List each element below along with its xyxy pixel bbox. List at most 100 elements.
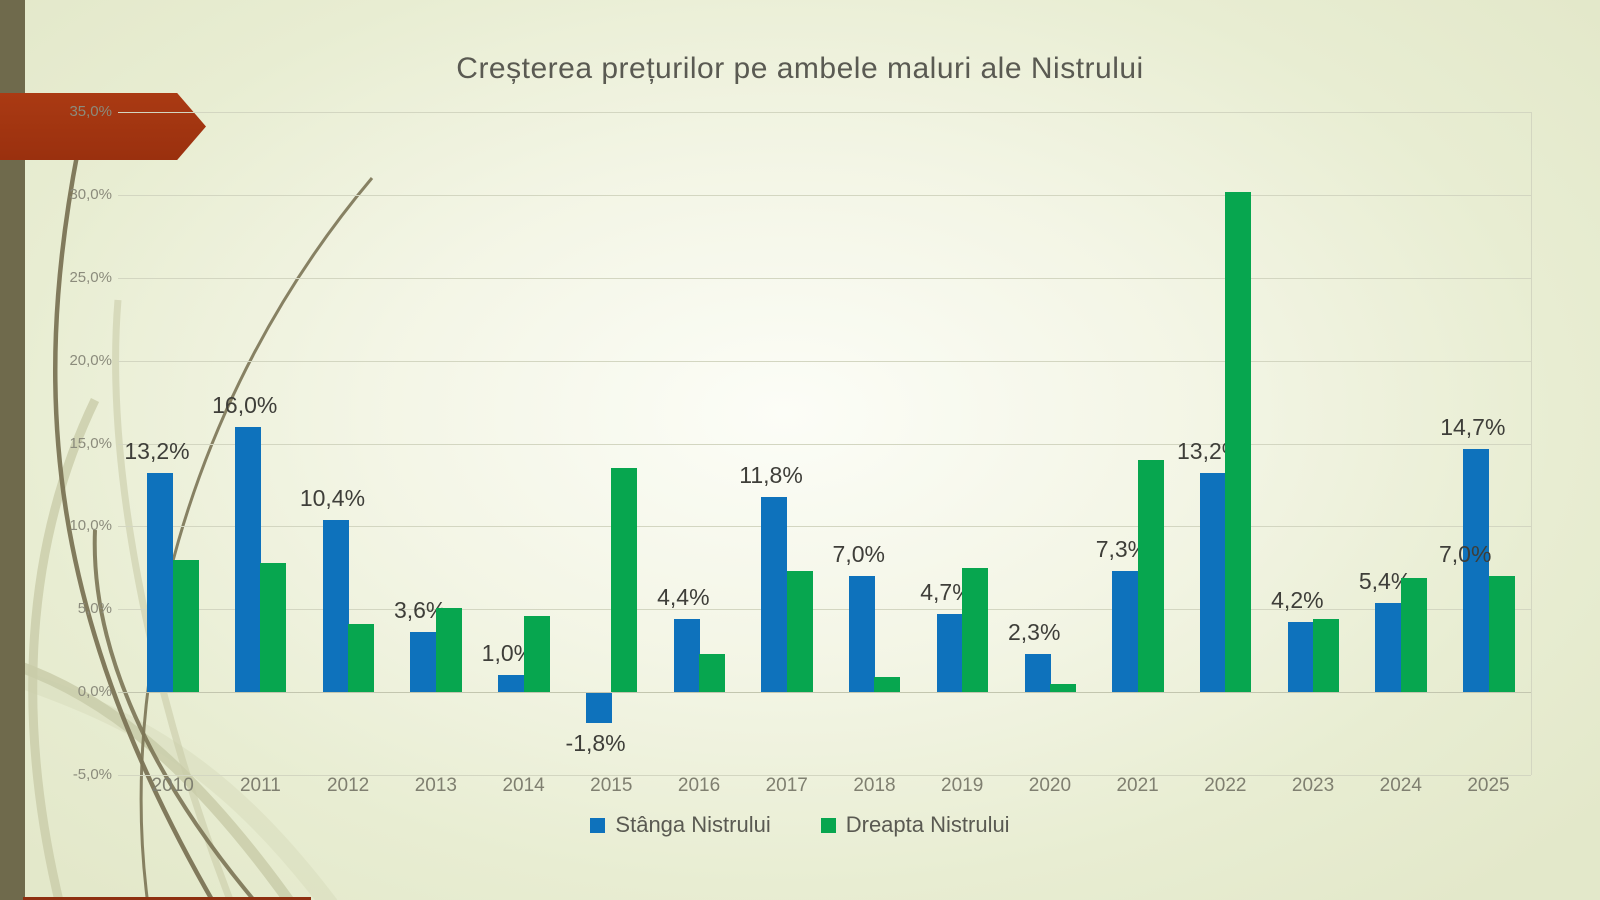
data-label-stanga-2014: 1,0% xyxy=(481,640,535,667)
x-axis-label-2016: 2016 xyxy=(677,775,721,796)
bar-dreapta-2014[interactable] xyxy=(523,615,550,692)
gridline--5 xyxy=(118,774,1531,776)
bar-stanga-2015[interactable] xyxy=(585,693,612,723)
bar-stanga-2025[interactable] xyxy=(1463,448,1490,692)
x-axis-label-2011: 2011 xyxy=(239,775,281,796)
x-axis-label-2012: 2012 xyxy=(326,775,370,796)
gridline-20 xyxy=(118,360,1531,362)
bar-stanga-2012[interactable] xyxy=(322,519,349,692)
data-label-stanga-2015: -1,8% xyxy=(565,729,626,756)
bar-dreapta-2011[interactable] xyxy=(260,562,287,692)
bar-dreapta-2016[interactable] xyxy=(699,653,726,692)
bottom-accent-strip xyxy=(23,897,311,900)
bar-dreapta-2022[interactable] xyxy=(1225,191,1252,692)
data-label-stanga-2020: 2,3% xyxy=(1007,618,1061,645)
gridline-35 xyxy=(118,112,1531,114)
bar-dreapta-2018[interactable] xyxy=(874,677,901,692)
bar-dreapta-2019[interactable] xyxy=(962,567,989,692)
bar-dreapta-2024[interactable] xyxy=(1400,577,1427,692)
data-label-stanga-2018: 7,0% xyxy=(832,541,885,568)
data-label-stanga-2025: 14,7% xyxy=(1440,413,1506,440)
y-tick-label--5: -5,0% xyxy=(72,765,112,783)
y-tick-label-20: 20,0% xyxy=(69,351,112,369)
bar-stanga-2017[interactable] xyxy=(761,496,788,692)
legend-item-dreapta[interactable]: Dreapta Nistrului xyxy=(820,812,1010,838)
bar-dreapta-2013[interactable] xyxy=(435,607,462,692)
data-label-stanga-2013: 3,6% xyxy=(393,597,447,624)
gridline-5 xyxy=(118,609,1531,611)
data-label-stanga-2012: 10,4% xyxy=(299,484,366,511)
gridline-10 xyxy=(118,526,1531,528)
y-tick-label-0: 0,0% xyxy=(77,683,112,700)
data-label-dreapta-2025: 7,0% xyxy=(1438,541,1492,568)
x-axis-label-2022: 2022 xyxy=(1204,775,1247,796)
decor-curve-light-wide xyxy=(0,663,338,900)
bar-stanga-2018[interactable] xyxy=(849,576,876,692)
data-label-stanga-2023: 4,2% xyxy=(1271,587,1324,614)
x-axis-label-2014: 2014 xyxy=(502,775,545,796)
bar-stanga-2019[interactable] xyxy=(936,614,963,692)
bar-stanga-2013[interactable] xyxy=(410,632,437,692)
bar-dreapta-2017[interactable] xyxy=(786,571,813,692)
bar-stanga-2010[interactable] xyxy=(147,473,174,692)
gridline-30 xyxy=(118,195,1531,197)
bar-dreapta-2012[interactable] xyxy=(348,624,375,692)
bar-dreapta-2021[interactable] xyxy=(1137,460,1164,692)
data-label-stanga-2010: 13,2% xyxy=(124,438,190,465)
data-label-stanga-2017: 11,8% xyxy=(739,461,803,488)
y-tick-label-10: 10,0% xyxy=(69,517,112,535)
y-tick-label-5: 5,0% xyxy=(77,600,112,618)
bar-stanga-2022[interactable] xyxy=(1199,473,1226,692)
y-tick-label-25: 25,0% xyxy=(69,269,112,286)
x-axis-label-2020: 2020 xyxy=(1028,775,1072,796)
data-label-stanga-2016: 4,4% xyxy=(657,584,710,611)
data-label-stanga-2021: 7,3% xyxy=(1095,536,1149,563)
chart-title[interactable]: Creșterea prețurilor pe ambele maluri al… xyxy=(456,52,1144,85)
data-label-stanga-2024: 5,4% xyxy=(1358,567,1412,594)
x-axis-label-2021: 2021 xyxy=(1116,775,1159,796)
decor-curve-light-3 xyxy=(112,299,234,900)
data-label-stanga-2011: 16,0% xyxy=(212,392,278,419)
legend: Stânga Nistrului Dreapta Nistrului xyxy=(0,812,1600,838)
bar-stanga-2016[interactable] xyxy=(673,619,700,692)
x-axis-label-2019: 2019 xyxy=(941,775,984,796)
legend-swatch-blue xyxy=(590,817,606,833)
x-axis-label-2025: 2025 xyxy=(1467,775,1510,796)
decor-stem-dark-1 xyxy=(53,149,215,900)
legend-item-stanga[interactable]: Stânga Nistrului xyxy=(590,812,771,838)
x-axis-label-2023: 2023 xyxy=(1291,775,1335,796)
y-tick-label-30: 30,0% xyxy=(69,186,112,204)
gridline-0 xyxy=(118,692,1531,693)
decor-stem-dark-3 xyxy=(92,529,257,900)
bar-dreapta-2010[interactable] xyxy=(172,559,199,692)
decor-stem-dark-2 xyxy=(139,177,374,900)
y-tick-label-35: 35,0% xyxy=(69,103,112,121)
bar-stanga-2020[interactable] xyxy=(1024,653,1051,692)
bar-stanga-2021[interactable] xyxy=(1112,571,1139,692)
bar-stanga-2023[interactable] xyxy=(1287,622,1314,692)
x-axis-label-2010: 2010 xyxy=(151,775,194,796)
red-arrow-shape[interactable] xyxy=(0,93,206,160)
x-axis-label-2015: 2015 xyxy=(590,775,633,796)
legend-label-dreapta: Dreapta Nistrului xyxy=(845,812,1010,837)
x-axis-label-2013: 2013 xyxy=(414,775,457,796)
bar-stanga-2011[interactable] xyxy=(235,427,262,692)
decor-curve-light-2 xyxy=(28,398,100,900)
bar-dreapta-2025[interactable] xyxy=(1488,576,1515,692)
gridline-25 xyxy=(118,278,1531,279)
x-axis-label-2018: 2018 xyxy=(853,775,896,796)
bar-dreapta-2020[interactable] xyxy=(1049,683,1076,692)
x-axis-label-2017: 2017 xyxy=(765,775,808,796)
bar-dreapta-2023[interactable] xyxy=(1313,619,1340,692)
data-label-stanga-2019: 4,7% xyxy=(920,579,973,606)
legend-swatch-green xyxy=(820,817,836,833)
legend-label-stanga: Stânga Nistrului xyxy=(615,812,771,837)
gridline-15 xyxy=(118,443,1531,445)
bar-dreapta-2015[interactable] xyxy=(611,468,638,692)
x-axis-label-2024: 2024 xyxy=(1379,775,1422,796)
bar-stanga-2024[interactable] xyxy=(1375,602,1402,692)
bar-stanga-2014[interactable] xyxy=(498,675,525,692)
